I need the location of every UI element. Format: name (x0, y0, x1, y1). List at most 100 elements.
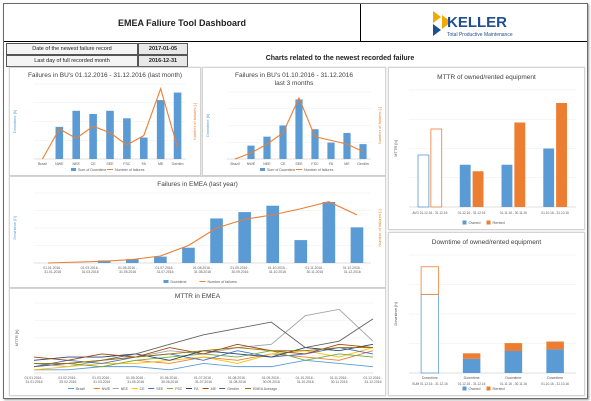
bar-rented (514, 122, 526, 207)
bar-owned (462, 358, 481, 373)
x-tick-label: SEE (295, 162, 303, 166)
panel-mttr-emea: MTTR in EMEA 01.01.2016 -31.01.2016 01.02.… (9, 288, 386, 396)
legend-label: Rented (493, 387, 505, 391)
x-tick-label: 01.07.2016 - (156, 266, 175, 270)
x-group-label: Downtime (547, 376, 563, 380)
chart-title: Downtime of owned/rented equipment (432, 239, 542, 246)
bar-owned (543, 148, 555, 207)
x-tick-label: 01.11.16 - 30.11.16 (500, 211, 527, 215)
x-tick-label: 31.07.2016 (157, 270, 174, 274)
y-axis-label: Downtime [h] (205, 114, 210, 137)
x-tick-label: 31.10.2016 (297, 380, 314, 384)
x-tick-label: 01.11.16 - 30.11.16 (500, 382, 527, 386)
chart-emea-last-year: Failures in EMEA (last year) Downtime [h]… (12, 181, 382, 284)
x-tick-label: Gerdim (172, 162, 184, 166)
charts-headline: Charts related to the newest recorded fa… (265, 55, 415, 62)
x-tick-label: 31.05.2016 (127, 380, 144, 384)
chart-title: last 3 months (275, 80, 314, 87)
bar-rented (430, 128, 443, 208)
x-tick-label: 01.01.2016 - (43, 266, 62, 270)
bar (173, 92, 182, 159)
y2-axis-label: Number of failures [-] (377, 107, 382, 144)
newest-record-label: Date of the newest failure record (6, 43, 138, 55)
y-axis-label: Downtime [h] (12, 110, 17, 133)
legend-label: Gerdim (227, 387, 239, 391)
x-tick-label: 01.01.2016 - (24, 376, 43, 380)
bar-rented (420, 266, 440, 295)
chart-mttr-owned-rented: MTTR of owned/rented equipment AVG 01.12.… (393, 74, 576, 225)
x-tick-label: 31.03.2016 (93, 380, 110, 384)
legend-swatch (260, 168, 265, 171)
legend-label: Number of failures (208, 280, 238, 284)
x-tick-label: NWE (247, 162, 256, 166)
x-tick-label: 01.09.2016 - (230, 266, 249, 270)
bar (139, 137, 148, 159)
legend-label: NWE (102, 387, 111, 391)
line-series (41, 86, 179, 160)
chart-downtime-owned-rented: Downtime of owned/rented equipment Downti… (393, 239, 576, 391)
x-tick-label: 30.11.2016 (331, 380, 348, 384)
x-tick-label: 31.10.2016 (269, 270, 286, 274)
x-tick-label: 31.08.2016 (194, 270, 211, 274)
line-series (33, 343, 374, 361)
x-tick-label: 01.09.2016 - (262, 376, 281, 380)
x-tick-label: 01.12.16 - 31.12.16 (458, 211, 486, 215)
x-tick-label: FA (329, 162, 334, 166)
bar (123, 118, 131, 159)
chart-title: Failures in BU's 01.12.2016 - 31.12.2016… (28, 72, 182, 79)
x-tick-label: FSC (123, 162, 131, 166)
bar-rented (462, 353, 481, 359)
x-tick-label: 01.10.2016 - (296, 376, 315, 380)
bar-owned (501, 164, 513, 207)
logo-graphic: KELLER Total Productive Maintenance (433, 11, 513, 38)
bar (156, 100, 165, 159)
newest-record-value: 2017-01-05 (138, 43, 188, 55)
bar (106, 110, 114, 159)
line-series (34, 347, 373, 364)
x-group-label: Downtime (464, 376, 480, 380)
last-day-label: Last day of full recorded month (6, 55, 138, 67)
bar (263, 136, 271, 159)
y2-axis-label: Number of failures [-] (192, 103, 197, 140)
bar (89, 114, 97, 159)
x-tick-label: 01.02.2016 - (58, 376, 77, 380)
bar-rented (556, 103, 567, 207)
x-tick-label: 31.05.2016 (119, 270, 136, 274)
last-day-value: 2016-12-31 (138, 55, 188, 67)
dashboard-title: EMEA Faliure Tool Dashboard (4, 4, 361, 42)
logo-tagline: Total Productive Maintenance (447, 32, 513, 38)
x-tick-label: NEE (73, 162, 81, 166)
bar-rented (546, 341, 564, 350)
x-tick-label: 31.07.2016 (195, 380, 212, 384)
line-series (33, 318, 374, 368)
x-tick-label: 30.11.2016 (306, 270, 323, 274)
bar (125, 259, 139, 263)
x-group-label: Downtime (422, 376, 438, 380)
bar (311, 129, 319, 159)
legend-swatch (486, 220, 491, 225)
x-tick-label: 31.01.2016 (44, 270, 61, 274)
panel-bu-last-3-months: Failures in BU's 01.10.2016 - 31.12.2016… (202, 67, 386, 176)
bar (154, 256, 167, 263)
bar (294, 240, 308, 263)
legend-swatch (71, 168, 76, 171)
panel-mttr-owned-rented: MTTR of owned/rented equipment AVG 01.12.… (388, 67, 585, 230)
y-axis-label: MTTR [h] (14, 330, 19, 347)
x-tick-label: 30.09.2016 (263, 380, 280, 384)
y-axis-label: MTTR [h] (393, 140, 398, 157)
x-tick-label: 01.12.2016 - (363, 376, 382, 380)
chart-mttr-emea: MTTR in EMEA 01.01.2016 -31.01.2016 01.02.… (14, 293, 383, 391)
x-tick-label: FA (142, 162, 147, 166)
x-tick-label: 01.08.2016 - (228, 376, 247, 380)
x-tick-label: 30.06.2016 (161, 380, 178, 384)
x-tick-label: 31.01.2016 (26, 380, 43, 384)
x-tick-label: ME (344, 162, 350, 166)
x-tick-label: 01.03.2016 - (81, 266, 100, 270)
x-tick-label: 31.12.2016 (365, 380, 382, 384)
x-tick-label: AVG 01.12.16 - 31.12.16 (412, 211, 447, 215)
x-tick-label: 01.12.16 - 31.12.16 (458, 382, 486, 386)
line-series (34, 359, 374, 371)
bar (295, 99, 303, 159)
chart-bu-last-month: Failures in BU's 01.12.2016 - 31.12.2016… (12, 72, 197, 172)
legend-label: Number of failures (115, 168, 145, 172)
